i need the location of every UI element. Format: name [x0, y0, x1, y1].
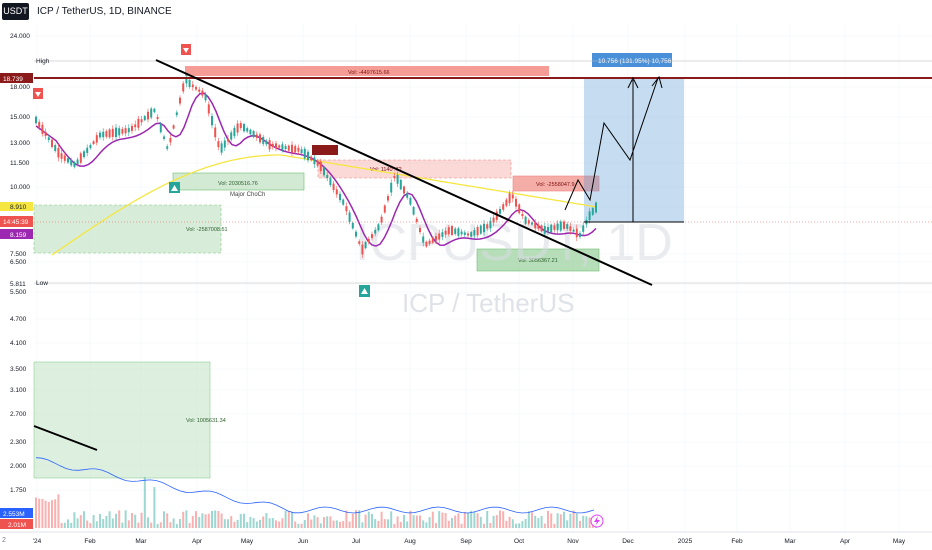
order-block-tag [312, 145, 338, 155]
supply-zone-mid [317, 159, 512, 179]
price-tick-label: 15.000 [10, 114, 30, 121]
vol-choch-label: Vol: 2030516.76 [218, 181, 258, 187]
time-tick-label: May [893, 538, 906, 545]
time-tick-label: Nov [567, 538, 579, 545]
volume-ma-line [35, 457, 595, 514]
descending-trendline[interactable] [155, 59, 653, 286]
price-tick-label: 3.100 [10, 387, 27, 394]
price-tick-label: 24.000 [10, 33, 30, 40]
time-tick-label: Sep [460, 538, 472, 545]
vol-left-zone-label: Vol: -2587008.51 [186, 227, 228, 233]
vol-volume-zone-label: Vol: 1005631.34 [186, 418, 226, 424]
resistance-badge-bg [0, 73, 33, 83]
lightning-icon[interactable] [590, 514, 604, 528]
price-tick-label: 2.700 [10, 411, 27, 418]
price-tick-label: 2.300 [10, 439, 27, 446]
sell-marker-top [181, 44, 191, 55]
price-tick-label: 4.100 [10, 340, 27, 347]
countdown-badge-bg [0, 216, 33, 227]
price-tick-label: 5.811 [10, 281, 26, 288]
price-tick-label: 13.000 [10, 140, 30, 147]
volume-bars [35, 477, 597, 528]
time-tick-label: '24 [33, 538, 42, 545]
high-label: High [36, 58, 50, 65]
time-tick-label: Apr [192, 538, 203, 545]
symbol-badge[interactable]: USDT [2, 3, 29, 20]
volume-badge-2: 2.01M [8, 522, 26, 529]
demand-zone-left [33, 204, 222, 254]
projection-label: 10.756 (131.95%) 10,756 [598, 58, 672, 65]
price-tick-label: 5.500 [10, 289, 27, 296]
current-price-badge-bg [0, 202, 33, 211]
volume-badge-2-bg [0, 519, 33, 529]
time-tick-label: Mar [135, 538, 147, 545]
countdown-badge: 14:45:39 [3, 219, 29, 226]
candlesticks [35, 74, 597, 258]
chart-toolbar: USDT ICP / TetherUS, 1D, BINANCE [0, 0, 932, 24]
low-label: Low [36, 280, 48, 287]
time-tick-label: 2025 [678, 538, 693, 545]
projection-label-box [592, 53, 672, 67]
supply-zone-right [512, 175, 600, 192]
arrow-head-1 [627, 76, 639, 89]
ma-badge: 8.159 [10, 232, 27, 239]
vol-top-label: Vol: -4497615.66 [348, 70, 390, 76]
price-tick-label: 18.000 [10, 84, 30, 91]
major-choch-label: Major ChoCh [230, 192, 265, 198]
projected-path [564, 77, 659, 211]
resistance-badge: 18.739 [3, 76, 23, 83]
time-axis[interactable]: '24 Feb Mar Apr May Jun Jul Aug Sep Oct Nov Dec 2025… [33, 538, 906, 545]
slow-ma-line [51, 154, 597, 256]
ma-badge-bg [0, 229, 33, 239]
time-tick-label: Dec [622, 538, 634, 545]
price-tick-label: 3.500 [10, 366, 27, 373]
price-tick-label: 2.000 [10, 463, 27, 470]
buy-marker-bottom [359, 285, 370, 297]
vol-mid-label: Vol: 1140 .72 [370, 167, 402, 173]
time-tick-label: Oct [514, 538, 524, 545]
price-tick-label: 4.700 [10, 316, 27, 323]
time-tick-label: Feb [731, 538, 743, 545]
buy-marker-choch [169, 182, 180, 193]
fast-ma-line [35, 92, 597, 247]
price-tick-label: 6.500 [10, 259, 27, 266]
time-tick-label: Jun [298, 538, 309, 545]
projection-box[interactable] [584, 78, 684, 222]
chart-title: ICP / TetherUS, 1D, BINANCE [37, 6, 172, 17]
time-tick-label: Jul [352, 538, 361, 545]
volume-badge-1: 2.553M [3, 511, 25, 518]
time-tick-label: Apr [840, 538, 851, 545]
watermark-ticker: ICPUSDT, 1D [355, 214, 673, 272]
vol-right-supply-label: Vol: -2558047.9 [536, 182, 575, 188]
settings-icon[interactable]: 2 [2, 537, 6, 544]
price-tick-label: 7.500 [10, 251, 27, 258]
arrow-head-2 [651, 75, 663, 89]
time-tick-label: May [241, 538, 254, 545]
price-tick-label: 1.750 [10, 487, 27, 494]
price-tick-label: 10.000 [10, 184, 30, 191]
high-badge [0, 55, 32, 66]
sell-marker-left [33, 88, 43, 99]
watermark-pair: ICP / TetherUS [402, 288, 574, 318]
price-tick-label: 11.500 [10, 160, 30, 167]
time-tick-label: Mar [784, 538, 796, 545]
supply-zone-top [185, 66, 549, 76]
vol-right-demand-label: Vol: 3056367.21 [518, 258, 558, 264]
price-axis[interactable]: 24.00020.98518.00015.00013.00011.50010.0… [10, 33, 30, 494]
volume-badge-1-bg [0, 508, 33, 518]
current-price-badge: 8.910 [10, 204, 27, 211]
time-tick-label: Feb [84, 538, 96, 545]
volume-zone [33, 361, 211, 479]
time-tick-label: Aug [404, 538, 416, 545]
volume-trendline[interactable] [33, 425, 98, 451]
